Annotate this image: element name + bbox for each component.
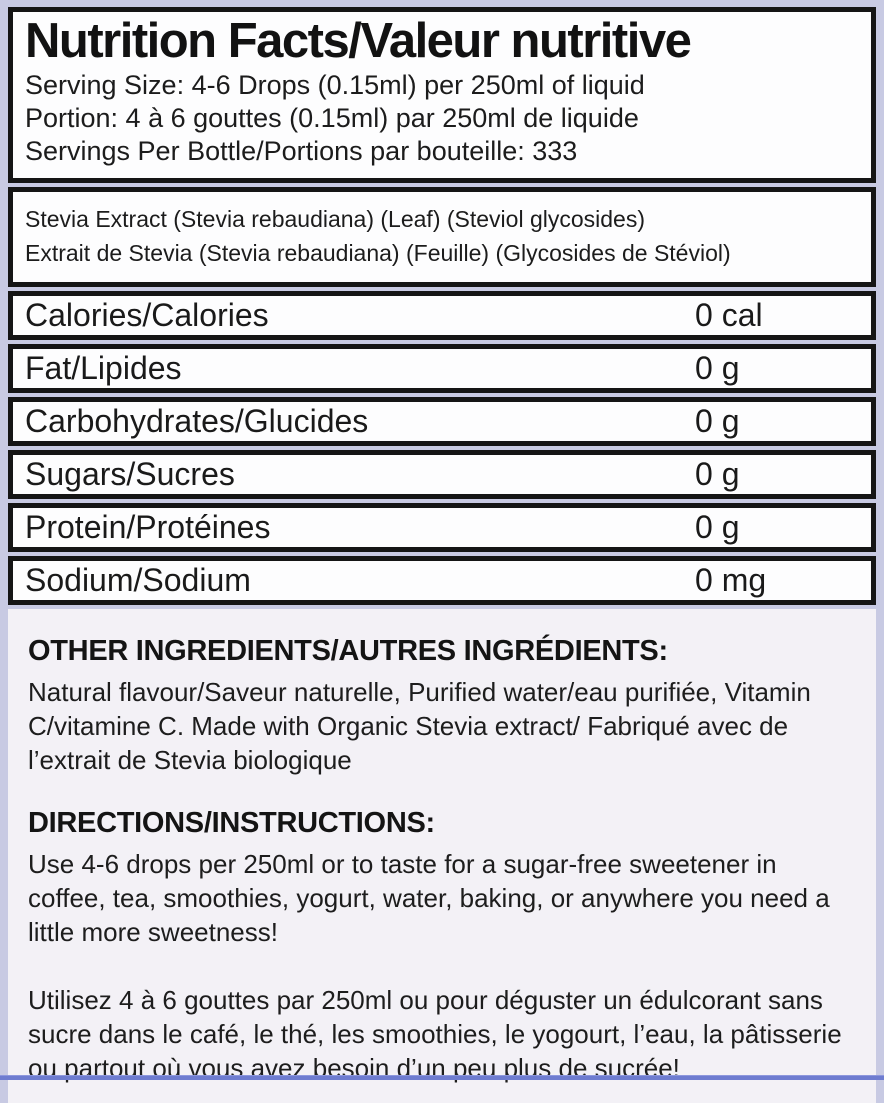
nutrient-value: 0 g [695, 508, 740, 545]
nutrient-value: 0 g [695, 349, 740, 386]
nutrient-name: Fat/Lipides [25, 349, 182, 386]
nutrient-row-sodium: Sodium/Sodium 0 mg [8, 555, 876, 605]
nutrient-name: Carbohydrates/Glucides [25, 402, 369, 439]
nutrient-row-calories: Calories/Calories 0 cal [8, 290, 876, 340]
nutrition-label: Nutrition Facts/Valeur nutritive Serving… [8, 7, 876, 605]
stevia-extract-line-fr: Extrait de Stevia (Stevia rebaudiana) (F… [25, 239, 731, 266]
nutrition-label-page: { "facts": { "title": "Nutrition Facts/V… [0, 7, 884, 1103]
directions-heading: DIRECTIONS/INSTRUCTIONS: [28, 806, 435, 839]
other-ingredients-text: Natural flavour/Saveur naturelle, Purifi… [28, 676, 811, 775]
info-panel: OTHER INGREDIENTS/AUTRES INGRÉDIENTS: Na… [8, 608, 876, 1103]
nutrient-name: Protein/Protéines [25, 508, 271, 545]
directions-section: DIRECTIONS/INSTRUCTIONS: Use 4-6 drops p… [28, 807, 854, 1085]
nutrient-value: 0 mg [695, 561, 767, 598]
other-ingredients-heading: OTHER INGREDIENTS/AUTRES INGRÉDIENTS: [28, 634, 668, 667]
portion-line: Portion: 4 à 6 gouttes (0.15ml) par 250m… [25, 102, 639, 133]
nutrient-name: Sugars/Sucres [25, 455, 235, 492]
nutrient-row-sugars: Sugars/Sucres 0 g [8, 449, 876, 499]
bottom-accent-strip [0, 1075, 884, 1080]
nutrient-value: 0 g [695, 402, 740, 439]
nutrient-row-protein: Protein/Protéines 0 g [8, 502, 876, 552]
nutrient-value: 0 g [695, 455, 740, 492]
nutrient-row-carbohydrates: Carbohydrates/Glucides 0 g [8, 396, 876, 446]
nutrient-name: Sodium/Sodium [25, 561, 251, 598]
servings-per-bottle-line: Servings Per Bottle/Portions par bouteil… [25, 135, 578, 166]
stevia-source-box: Stevia Extract (Stevia rebaudiana) (Leaf… [8, 186, 876, 287]
directions-text-fr: Utilisez 4 à 6 gouttes par 250ml ou pour… [28, 984, 842, 1083]
other-ingredients-section: OTHER INGREDIENTS/AUTRES INGRÉDIENTS: Na… [28, 635, 854, 777]
serving-size-line: Serving Size: 4-6 Drops (0.15ml) per 250… [25, 69, 645, 100]
nutrient-name: Calories/Calories [25, 296, 269, 333]
nutrient-value: 0 cal [695, 296, 763, 333]
directions-text-en: Use 4-6 drops per 250ml or to taste for … [28, 848, 830, 947]
stevia-extract-line-en: Stevia Extract (Stevia rebaudiana) (Leaf… [25, 205, 646, 232]
nutrient-row-fat: Fat/Lipides 0 g [8, 343, 876, 393]
facts-header-box: Nutrition Facts/Valeur nutritive Serving… [8, 7, 876, 183]
facts-title: Nutrition Facts/Valeur nutritive [25, 14, 692, 68]
